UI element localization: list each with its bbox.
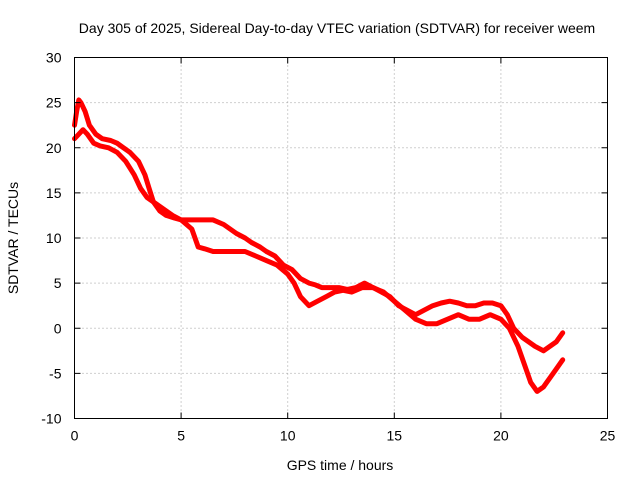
x-tick-label: 15	[387, 428, 403, 444]
y-tick-label: 30	[46, 50, 62, 66]
y-tick-labels: -10 -5 0 5 10 15 20 25 30	[41, 50, 61, 427]
series-line	[72, 127, 566, 394]
y-tick-label: 25	[46, 95, 62, 111]
series-line	[72, 97, 566, 354]
tick-marks	[74, 57, 608, 419]
y-tick-label: 5	[54, 275, 62, 291]
series-layer	[72, 97, 566, 394]
x-axis-title: GPS time / hours	[287, 457, 394, 473]
x-tick-label: 0	[71, 428, 79, 444]
chart-title: Day 305 of 2025, Sidereal Day-to-day VTE…	[79, 20, 595, 36]
grid	[74, 57, 608, 419]
y-tick-label: 15	[46, 185, 62, 201]
y-tick-label: 0	[54, 320, 62, 336]
y-tick-label: -10	[41, 411, 61, 427]
x-tick-label: 5	[177, 428, 185, 444]
y-tick-label: 20	[46, 140, 62, 156]
x-tick-label: 20	[493, 428, 509, 444]
x-tick-label: 25	[600, 428, 616, 444]
y-tick-label: 10	[46, 230, 62, 246]
x-tick-label: 10	[280, 428, 296, 444]
y-tick-label: -5	[49, 365, 62, 381]
x-tick-labels: 0 5 10 15 20 25	[71, 428, 616, 444]
y-axis-title: SDTVAR / TECUs	[5, 182, 21, 294]
